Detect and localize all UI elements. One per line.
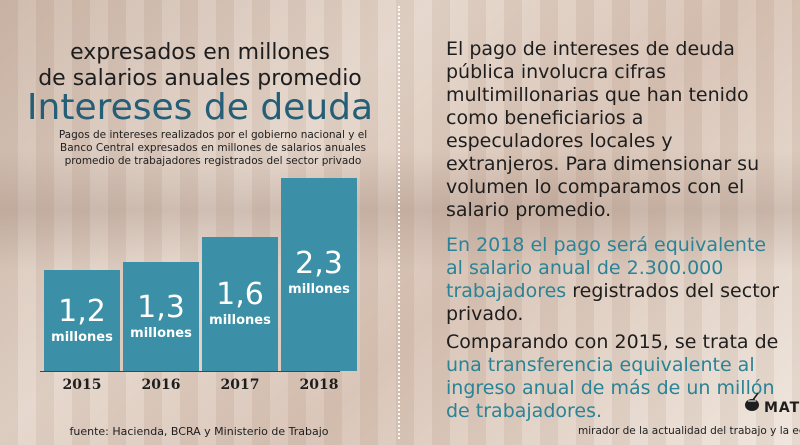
bar-unit-label: millones xyxy=(209,313,271,329)
bar-2018: 2,3 millones xyxy=(281,177,357,371)
bar-value-label: 1,6 xyxy=(216,277,264,313)
comparison-paragraph: Comparando con 2015, se trata de una tra… xyxy=(446,331,786,423)
chart-title: Intereses de deuda xyxy=(26,87,374,128)
bar-unit-label: millones xyxy=(130,325,192,341)
bar-2017: 1,6 millones xyxy=(202,236,278,371)
intro-paragraph: El pago de intereses de deuda pública in… xyxy=(446,38,760,221)
bar-value-label: 1,2 xyxy=(58,294,106,330)
mate-logo-icon xyxy=(745,392,759,411)
x-tick-label: 2017 xyxy=(220,377,260,393)
bar-value-label: 1,3 xyxy=(137,289,185,325)
bar-2015: 1,2 millones xyxy=(44,270,120,371)
chart-description: Pagos de intereses realizados por el gob… xyxy=(58,129,368,167)
chart-subtitle: expresados en millones de salarios anual… xyxy=(10,40,390,92)
brand-name: MAT xyxy=(764,400,800,416)
panel-divider xyxy=(398,6,400,439)
brand-tagline: mirador de la actualidad del trabajo y l… xyxy=(578,425,800,437)
highlight-2018-text: En 2018 el pago será equivalente al sala… xyxy=(446,234,767,302)
x-tick-label: 2015 xyxy=(62,377,102,393)
subtitle-line-2: de salarios anuales promedio xyxy=(38,66,362,91)
bar-unit-label: millones xyxy=(51,330,113,346)
paragraph-3-start: Comparando con 2015, se trata de xyxy=(446,331,779,353)
paragraph-2-rest: registrados del sector privado. xyxy=(446,280,780,325)
bar-unit-label: millones xyxy=(288,281,350,297)
x-tick-label: 2016 xyxy=(141,377,181,393)
x-tick-label: 2018 xyxy=(299,377,339,393)
highlight-transfer-text: una transferencia equivalente al ingreso… xyxy=(446,354,775,422)
bar-2016: 1,3 millones xyxy=(123,261,199,371)
subtitle-line-1: expresados en millones xyxy=(70,40,330,65)
x-axis-line xyxy=(40,371,340,372)
source-note: fuente: Hacienda, BCRA y Ministerio de T… xyxy=(69,425,329,438)
highlight-paragraph: En 2018 el pago será equivalente al sala… xyxy=(446,234,786,326)
bar-value-label: 2,3 xyxy=(295,245,343,281)
